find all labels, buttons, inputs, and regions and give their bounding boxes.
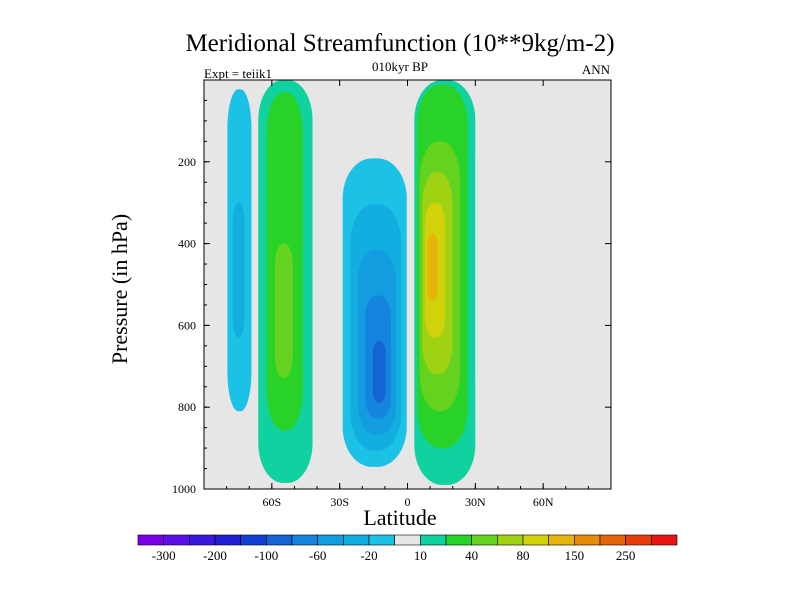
colorbar-box <box>445 534 472 546</box>
contour-fill-northern-hadley-cell <box>427 233 438 301</box>
colorbar-label: -300 <box>152 548 176 563</box>
colorbar-box <box>189 534 216 546</box>
x-tick-label: 60N <box>533 495 554 509</box>
colorbar-box <box>420 534 447 546</box>
colorbar-label: -100 <box>254 548 278 563</box>
y-tick-label: 400 <box>178 237 196 251</box>
colorbar-box <box>291 534 318 546</box>
colorbar-box <box>394 534 421 546</box>
chart-subtitle: 010kyr BP <box>372 59 428 74</box>
x-tick-label: 30N <box>465 495 486 509</box>
colorbar-box <box>471 534 498 546</box>
colorbar-box <box>214 534 241 546</box>
colorbar-box <box>137 534 164 546</box>
colorbar-label: 80 <box>517 548 530 563</box>
colorbar-boxes <box>137 534 678 546</box>
colorbar-box <box>548 534 575 546</box>
colorbar-labels: -300 -200 -100 -60 -20 10 40 80 150 250 <box>152 548 636 563</box>
colorbar-box <box>625 534 652 546</box>
colorbar-box <box>522 534 549 546</box>
axes: 60S 30S 0 30N 60N 200 400 600 800 1000 <box>172 79 612 509</box>
colorbar-label: -20 <box>360 548 377 563</box>
colorbar-box <box>497 534 524 546</box>
contour-fill-southern-polar-cell <box>232 202 245 338</box>
colorbar-label: 40 <box>465 548 478 563</box>
experiment-label: Expt = teiik1 <box>204 66 272 81</box>
colorbar-label: -200 <box>203 548 227 563</box>
y-tick-label: 800 <box>178 400 196 414</box>
colorbar-box <box>317 534 344 546</box>
colorbar-label: -60 <box>309 548 326 563</box>
colorbar-label: 250 <box>616 548 636 563</box>
x-tick-label: 30S <box>330 495 349 509</box>
colorbar-box <box>599 534 626 546</box>
colorbar-box <box>240 534 267 546</box>
x-tick-label: 60S <box>262 495 281 509</box>
colorbar-box <box>651 534 678 546</box>
y-tick-label: 200 <box>178 155 196 169</box>
contour-fill-southern-hadley-cell <box>372 341 386 403</box>
x-axis-label: Latitude <box>363 505 437 530</box>
chart-title: Meridional Streamfunction (10**9kg/m-2) <box>185 30 615 57</box>
colorbar-box <box>574 534 601 546</box>
y-tick-label: 600 <box>178 318 196 332</box>
contour-fill-northern-ferrel-cell <box>475 116 526 420</box>
x-tick-label: 0 <box>405 495 411 509</box>
colorbar-label: 150 <box>565 548 585 563</box>
season-label: ANN <box>581 62 610 77</box>
colorbar-box <box>163 534 190 546</box>
colorbar-box <box>266 534 293 546</box>
y-tick-label: 1000 <box>172 482 196 496</box>
colorbar-box <box>343 534 370 546</box>
contour-fill-southern-ferrel-cell <box>274 243 293 378</box>
contour-fills <box>222 80 580 485</box>
colorbar-box <box>368 534 395 546</box>
colorbar-label: 10 <box>414 548 427 563</box>
contour-fill-northern-polar-cell <box>565 80 580 179</box>
y-axis-label: Pressure (in hPa) <box>107 213 132 365</box>
